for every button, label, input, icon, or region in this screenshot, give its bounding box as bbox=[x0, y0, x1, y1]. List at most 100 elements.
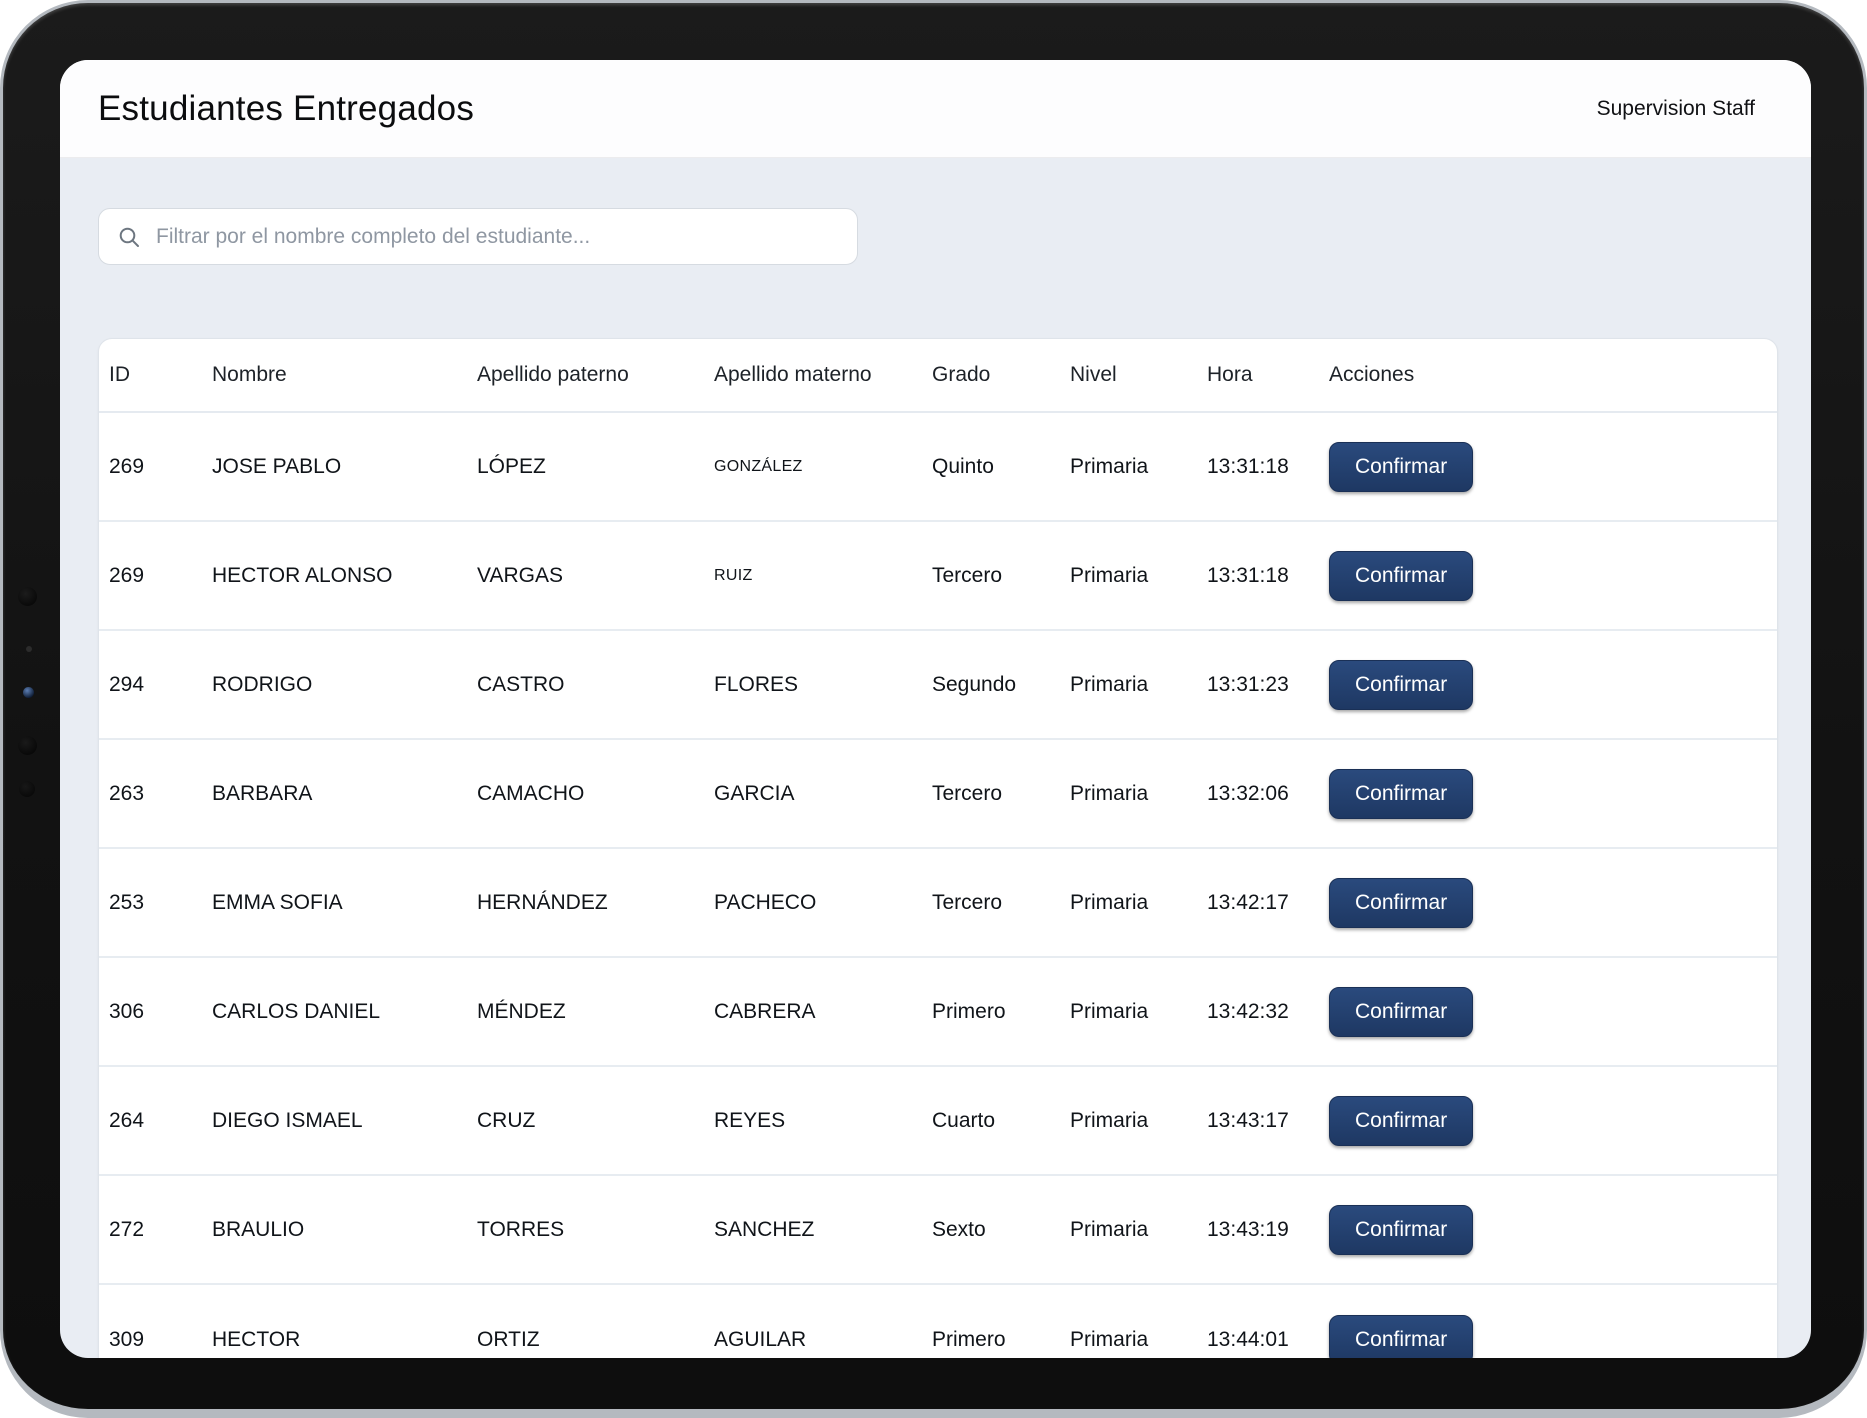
cell-hora: 13:42:32 bbox=[1207, 1000, 1329, 1024]
confirm-button[interactable]: Confirmar bbox=[1329, 551, 1473, 601]
cell-apellido-paterno: MÉNDEZ bbox=[477, 1000, 714, 1024]
confirm-button[interactable]: Confirmar bbox=[1329, 987, 1473, 1037]
staff-role-label: Supervision Staff bbox=[1597, 97, 1755, 121]
cell-id: 272 bbox=[109, 1218, 212, 1242]
search-input-wrapper bbox=[98, 208, 858, 265]
cell-apellido-paterno: LÓPEZ bbox=[477, 455, 714, 479]
table-row: 309 HECTOR ORTIZ AGUILAR Primero Primari… bbox=[99, 1285, 1777, 1358]
cell-hora: 13:42:17 bbox=[1207, 891, 1329, 915]
cell-nivel: Primaria bbox=[1070, 1218, 1207, 1242]
column-header-nombre: Nombre bbox=[212, 363, 477, 387]
cell-apellido-paterno: ORTIZ bbox=[477, 1328, 714, 1352]
cell-grado: Cuarto bbox=[932, 1109, 1070, 1133]
cell-grado: Sexto bbox=[932, 1218, 1070, 1242]
cell-nivel: Primaria bbox=[1070, 564, 1207, 588]
main-content: ID Nombre Apellido paterno Apellido mate… bbox=[60, 158, 1811, 1358]
confirm-button[interactable]: Confirmar bbox=[1329, 1205, 1473, 1255]
cell-grado: Primero bbox=[932, 1328, 1070, 1352]
table-row: 306 CARLOS DANIEL MÉNDEZ CABRERA Primero… bbox=[99, 958, 1777, 1067]
students-table: ID Nombre Apellido paterno Apellido mate… bbox=[98, 338, 1778, 1358]
table-row: 253 EMMA SOFIA HERNÁNDEZ PACHECO Tercero… bbox=[99, 849, 1777, 958]
sensor-dot-icon bbox=[26, 646, 32, 652]
sensor-dot-icon bbox=[19, 781, 35, 797]
cell-id: 269 bbox=[109, 455, 212, 479]
cell-apellido-materno: PACHECO bbox=[714, 891, 932, 915]
search-icon bbox=[117, 225, 141, 249]
cell-apellido-materno: SANCHEZ bbox=[714, 1218, 932, 1242]
cell-apellido-materno: AGUILAR bbox=[714, 1328, 932, 1352]
cell-apellido-materno: REYES bbox=[714, 1109, 932, 1133]
cell-nivel: Primaria bbox=[1070, 1328, 1207, 1352]
column-header-grado: Grado bbox=[932, 363, 1070, 387]
page-title: Estudiantes Entregados bbox=[98, 89, 474, 129]
cell-grado: Tercero bbox=[932, 782, 1070, 806]
cell-hora: 13:31:18 bbox=[1207, 455, 1329, 479]
table-row: 269 JOSE PABLO LÓPEZ GONZÁLEZ Quinto Pri… bbox=[99, 413, 1777, 522]
cell-id: 264 bbox=[109, 1109, 212, 1133]
front-camera-icon bbox=[18, 587, 37, 606]
app-header: Estudiantes Entregados Supervision Staff bbox=[60, 60, 1811, 158]
cell-grado: Tercero bbox=[932, 564, 1070, 588]
cell-hora: 13:43:17 bbox=[1207, 1109, 1329, 1133]
cell-id: 263 bbox=[109, 782, 212, 806]
confirm-button[interactable]: Confirmar bbox=[1329, 878, 1473, 928]
search-input[interactable] bbox=[156, 225, 839, 249]
cell-grado: Primero bbox=[932, 1000, 1070, 1024]
confirm-button[interactable]: Confirmar bbox=[1329, 769, 1473, 819]
cell-nombre: HECTOR bbox=[212, 1328, 477, 1352]
app-screen: Estudiantes Entregados Supervision Staff… bbox=[60, 60, 1811, 1358]
cell-nivel: Primaria bbox=[1070, 782, 1207, 806]
cell-id: 306 bbox=[109, 1000, 212, 1024]
cell-apellido-paterno: TORRES bbox=[477, 1218, 714, 1242]
cell-apellido-materno: GARCIA bbox=[714, 782, 932, 806]
cell-apellido-paterno: CAMACHO bbox=[477, 782, 714, 806]
cell-grado: Segundo bbox=[932, 673, 1070, 697]
cell-id: 294 bbox=[109, 673, 212, 697]
table-row: 272 BRAULIO TORRES SANCHEZ Sexto Primari… bbox=[99, 1176, 1777, 1285]
column-header-hora: Hora bbox=[1207, 363, 1329, 387]
cell-nivel: Primaria bbox=[1070, 673, 1207, 697]
cell-nivel: Primaria bbox=[1070, 891, 1207, 915]
cell-grado: Tercero bbox=[932, 891, 1070, 915]
table-row: 264 DIEGO ISMAEL CRUZ REYES Cuarto Prima… bbox=[99, 1067, 1777, 1176]
cell-grado: Quinto bbox=[932, 455, 1070, 479]
table-row: 263 BARBARA CAMACHO GARCIA Tercero Prima… bbox=[99, 740, 1777, 849]
confirm-button[interactable]: Confirmar bbox=[1329, 660, 1473, 710]
column-header-apellido-paterno: Apellido paterno bbox=[477, 363, 714, 387]
cell-nombre: EMMA SOFIA bbox=[212, 891, 477, 915]
cell-nombre: DIEGO ISMAEL bbox=[212, 1109, 477, 1133]
column-header-nivel: Nivel bbox=[1070, 363, 1207, 387]
cell-nombre: BRAULIO bbox=[212, 1218, 477, 1242]
cell-apellido-paterno: HERNÁNDEZ bbox=[477, 891, 714, 915]
cell-apellido-materno: GONZÁLEZ bbox=[714, 458, 932, 476]
cell-apellido-materno: CABRERA bbox=[714, 1000, 932, 1024]
cell-nivel: Primaria bbox=[1070, 1000, 1207, 1024]
cell-apellido-paterno: CRUZ bbox=[477, 1109, 714, 1133]
camera-lens-icon bbox=[23, 687, 34, 698]
cell-apellido-paterno: VARGAS bbox=[477, 564, 714, 588]
table-row: 294 RODRIGO CASTRO FLORES Segundo Primar… bbox=[99, 631, 1777, 740]
confirm-button[interactable]: Confirmar bbox=[1329, 442, 1473, 492]
cell-hora: 13:43:19 bbox=[1207, 1218, 1329, 1242]
cell-id: 309 bbox=[109, 1328, 212, 1352]
cell-nivel: Primaria bbox=[1070, 455, 1207, 479]
column-header-acciones: Acciones bbox=[1329, 363, 1777, 387]
tablet-frame: Estudiantes Entregados Supervision Staff… bbox=[0, 0, 1867, 1418]
cell-nivel: Primaria bbox=[1070, 1109, 1207, 1133]
cell-hora: 13:44:01 bbox=[1207, 1328, 1329, 1352]
front-camera-icon bbox=[18, 736, 37, 755]
cell-apellido-materno: RUIZ bbox=[714, 567, 932, 585]
cell-nombre: HECTOR ALONSO bbox=[212, 564, 477, 588]
cell-hora: 13:31:18 bbox=[1207, 564, 1329, 588]
confirm-button[interactable]: Confirmar bbox=[1329, 1315, 1473, 1359]
confirm-button[interactable]: Confirmar bbox=[1329, 1096, 1473, 1146]
cell-apellido-paterno: CASTRO bbox=[477, 673, 714, 697]
column-header-id: ID bbox=[109, 363, 212, 387]
cell-hora: 13:32:06 bbox=[1207, 782, 1329, 806]
cell-nombre: JOSE PABLO bbox=[212, 455, 477, 479]
cell-apellido-materno: FLORES bbox=[714, 673, 932, 697]
cell-nombre: BARBARA bbox=[212, 782, 477, 806]
cell-nombre: RODRIGO bbox=[212, 673, 477, 697]
cell-hora: 13:31:23 bbox=[1207, 673, 1329, 697]
table-body: 269 JOSE PABLO LÓPEZ GONZÁLEZ Quinto Pri… bbox=[99, 413, 1777, 1358]
